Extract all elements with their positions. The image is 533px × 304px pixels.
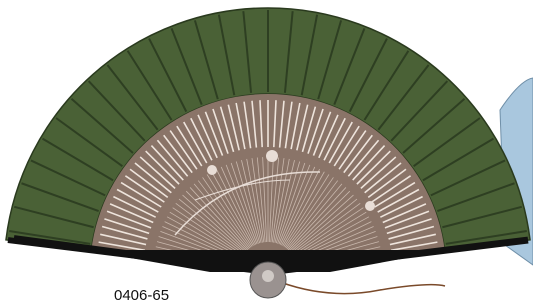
fan (6, 8, 530, 298)
page: 0406-65 (() => { const data = JSON.parse… (0, 0, 533, 304)
cord (280, 282, 445, 294)
pivot-cap (262, 270, 274, 282)
decor-ball (365, 201, 375, 211)
fan-image: 0406-65 (0, 0, 533, 304)
product-code: 0406-65 (114, 287, 169, 304)
decor-ball (266, 150, 278, 162)
decor-ball (207, 165, 217, 175)
